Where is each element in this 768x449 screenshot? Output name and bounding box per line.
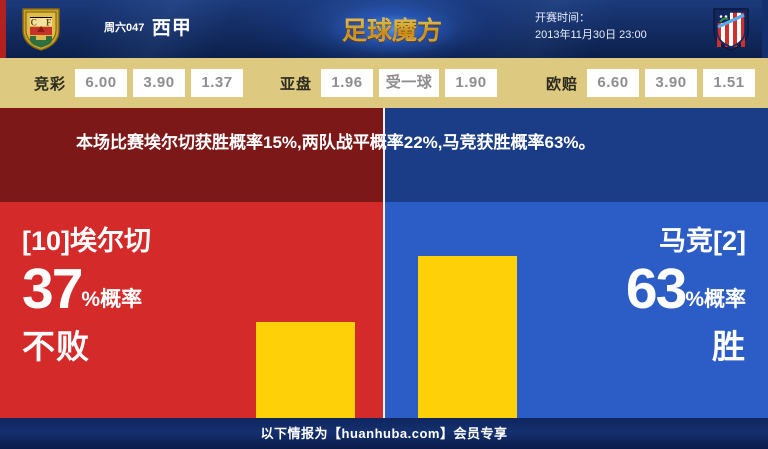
odds-group-oupei: 欧赔 6.60 3.90 1.51 [546,58,756,108]
chart-divider [383,202,385,418]
chart-bar-home [256,322,355,418]
odds-group-yapan: 亚盘 1.96 受一球 1.90 [280,58,498,108]
odds-value[interactable]: 3.90 [133,69,186,97]
footer-bar: 以下情报为【huanhuba.com】会员专享 [0,418,768,449]
odds-value[interactable]: 6.00 [75,69,128,97]
svg-text:C: C [31,18,38,28]
home-side-stats: [10]埃尔切 37%概率 不败 [0,202,384,418]
away-outcome-label: 胜 [712,328,746,365]
away-probability: 63%概率 [384,261,746,318]
svg-text:F: F [46,18,52,28]
chart-bar-away [418,256,517,418]
kickoff-value: 2013年11月30日 23:00 [535,29,647,41]
header-right-edge-accent [762,0,768,58]
home-probability-number: 37 [22,257,83,321]
footer-membership-note: 以下情报为【huanhuba.com】会员专享 [260,426,508,441]
home-outcome-label: 不败 [22,328,90,365]
probability-chart: [10]埃尔切 37%概率 不败 马竞[2] 63%概率 胜 [0,202,768,418]
summary-banner: 本场比赛埃尔切获胜概率15%,两队战平概率22%,马竞获胜概率63%。 [0,108,768,202]
odds-value[interactable]: 1.96 [321,69,374,97]
banner-right-half [384,108,768,202]
league-title: 周六047 西甲 [104,13,192,40]
odds-group-jingcai: 竞彩 6.00 3.90 1.37 [34,58,244,108]
banner-divider [383,108,385,202]
brand-logo-glow [307,0,479,58]
elche-cf-crest-icon: C F [22,8,60,51]
header-left-edge-accent [0,0,6,58]
odds-value[interactable]: 3.90 [645,69,698,97]
away-probability-number: 63 [625,257,687,321]
odds-group-label: 欧赔 [546,75,579,93]
odds-value[interactable]: 1.37 [191,69,244,97]
kickoff-time: 开赛时间： 2013年11月30日 23:00 [535,10,647,44]
odds-handicap-value[interactable]: 受一球 [379,69,440,97]
header-bar: C F 周六047 西甲 足球魔方 开赛时间： 2013年11月30日 23:0… [0,0,768,58]
brand-logo[interactable]: 足球魔方 [307,0,479,58]
odds-value[interactable]: 1.51 [703,69,756,97]
banner-summary-text: 本场比赛埃尔切获胜概率15%,两队战平概率22%,马竞获胜概率63%。 [76,133,596,152]
odds-value[interactable]: 1.90 [445,69,498,97]
odds-value[interactable]: 6.60 [587,69,640,97]
home-probability-suffix: %概率 [81,288,143,311]
kickoff-label: 开赛时间： [535,12,590,24]
away-side-stats: 马竞[2] 63%概率 胜 [384,202,768,418]
banner-left-half [0,108,384,202]
atletico-madrid-crest-icon [713,8,749,51]
odds-bar: 竞彩 6.00 3.90 1.37 亚盘 1.96 受一球 1.90 欧赔 6.… [0,58,768,108]
brand-logo-text: 足球魔方 [331,11,453,47]
home-probability: 37%概率 [22,261,384,318]
home-team-name: [10]埃尔切 [22,226,152,256]
odds-group-label: 竞彩 [34,75,67,93]
league-name: 西甲 [151,18,192,39]
round-label: 周六047 [104,22,145,34]
away-probability-suffix: %概率 [685,288,746,311]
away-team-name: 马竞[2] [659,226,746,256]
odds-group-label: 亚盘 [280,75,313,93]
